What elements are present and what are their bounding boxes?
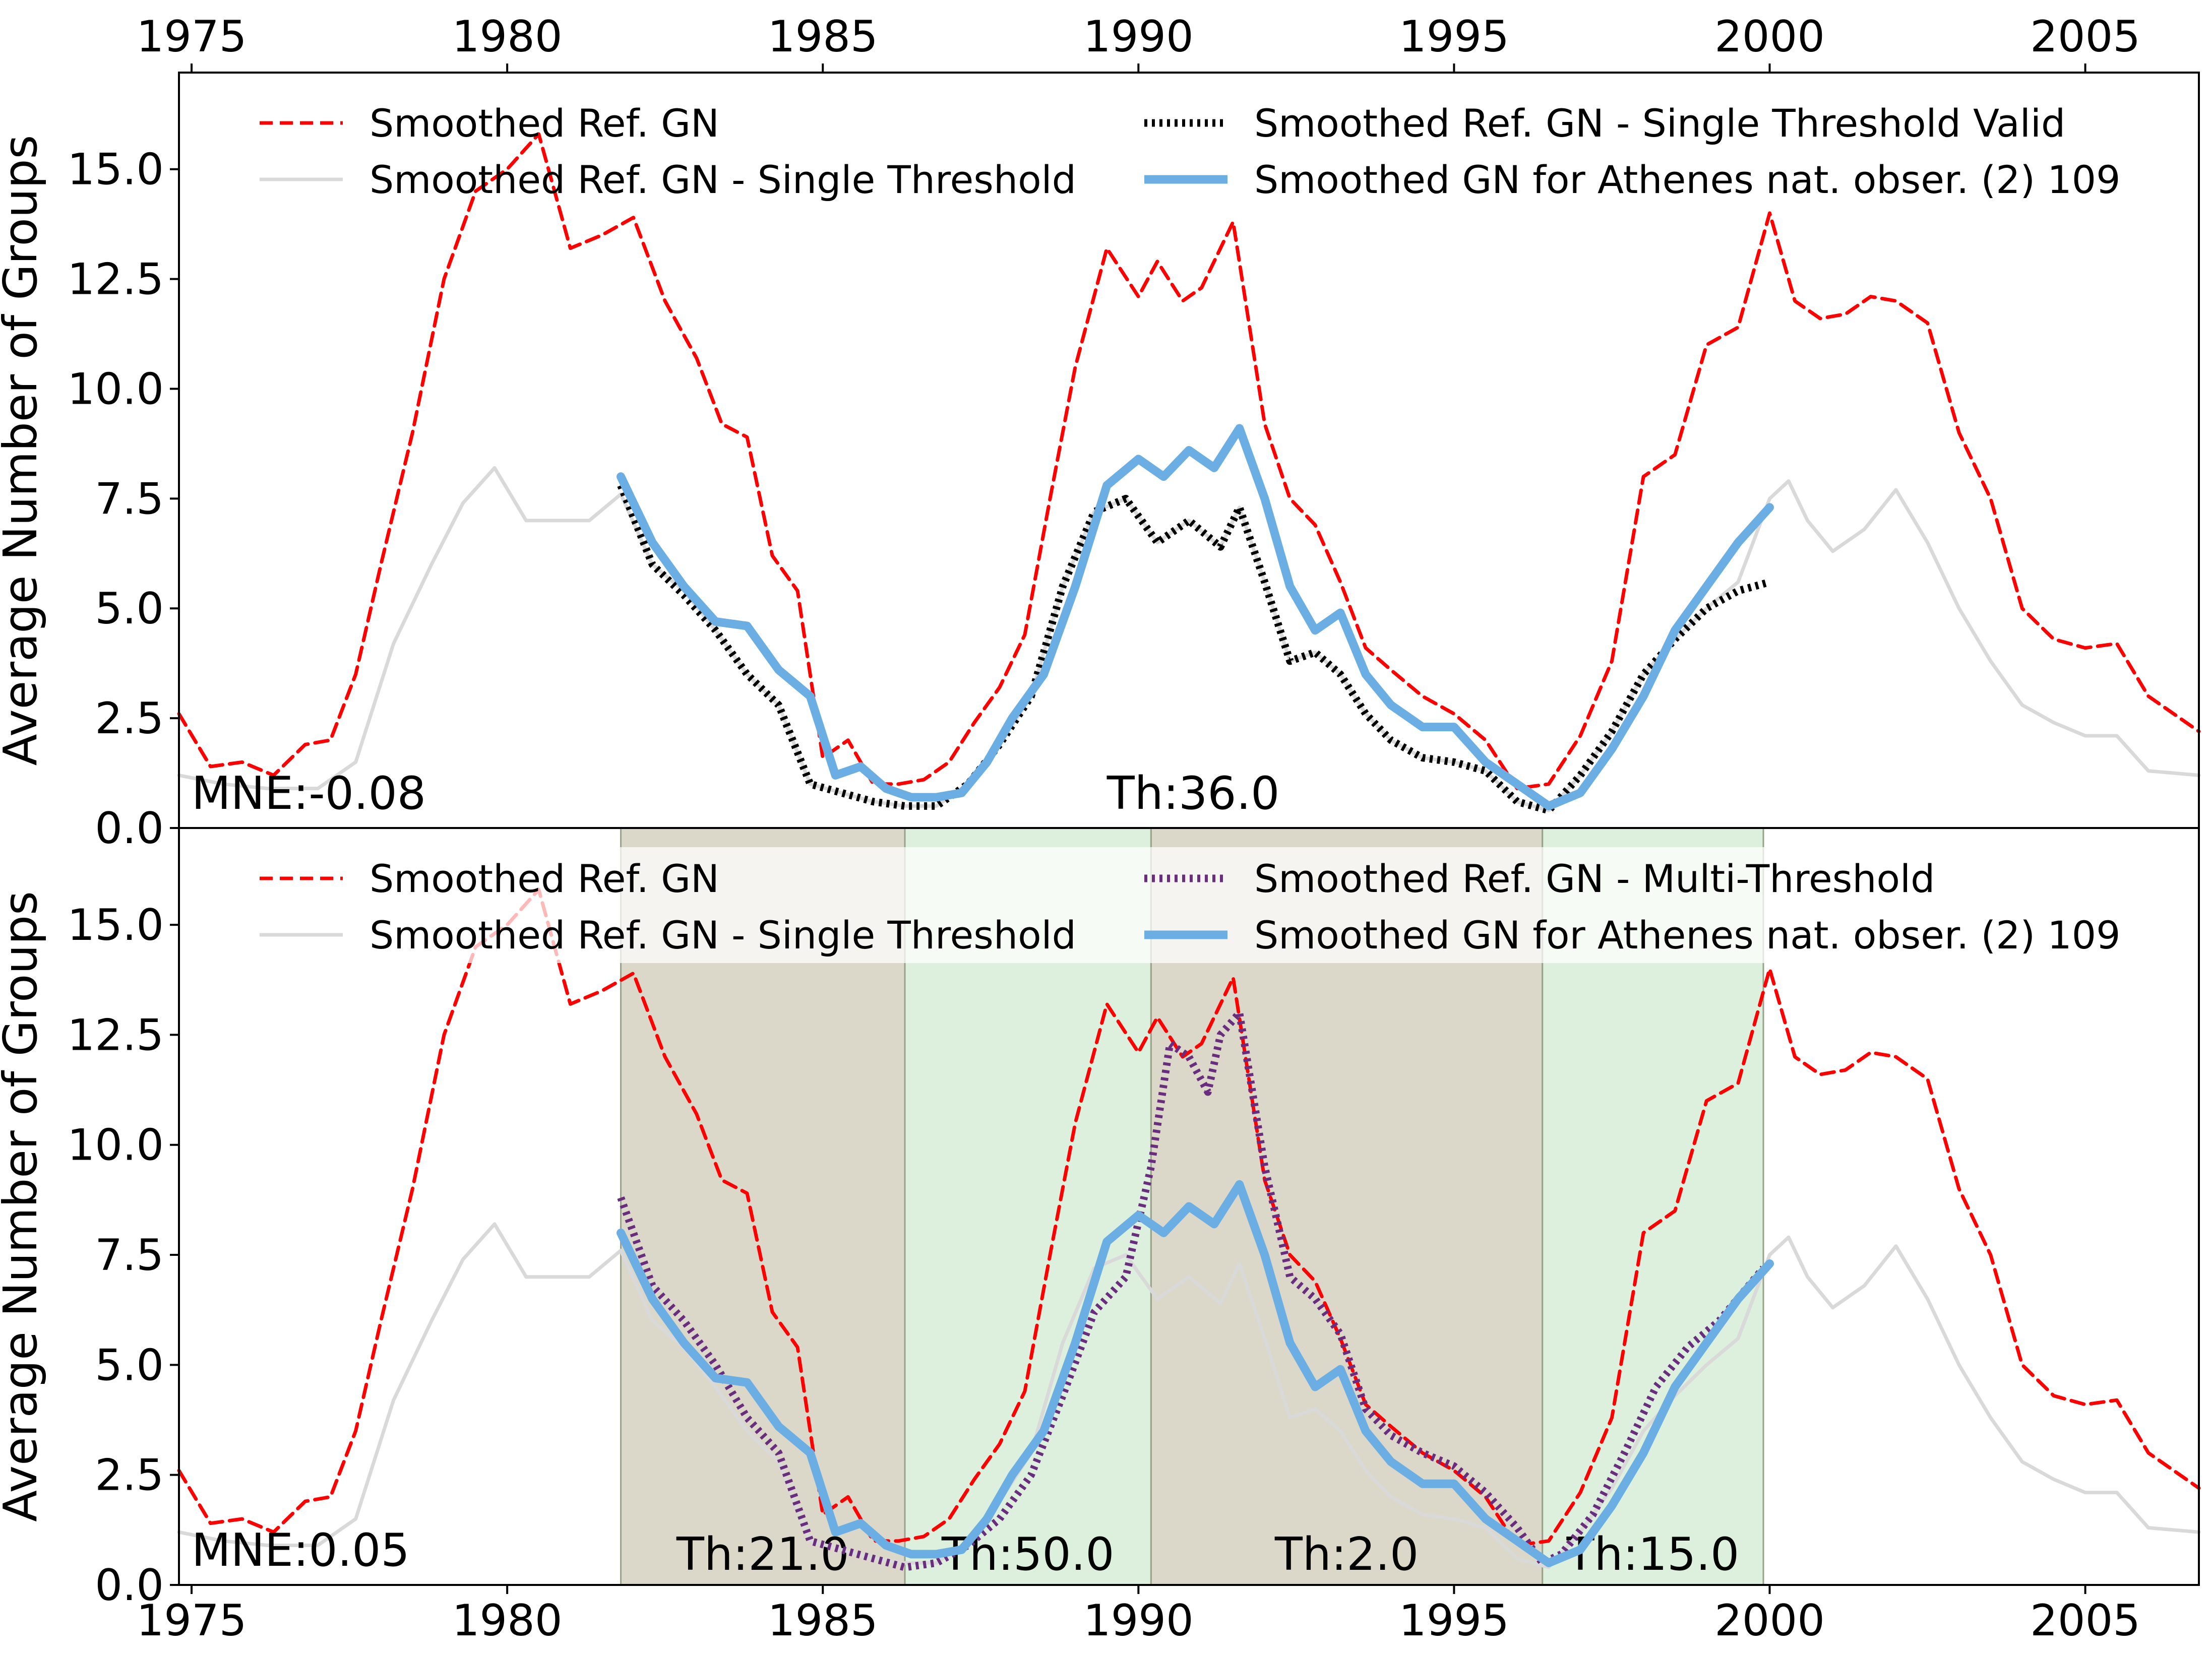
top-legend-label-3: Smoothed GN for Athenes nat. obser. (2) … (1254, 157, 2120, 202)
bottom-y-axis-label: Average Number of Groups (0, 891, 47, 1522)
bottom-annotation-0: MNE:0.05 (192, 1524, 410, 1577)
top-series-smoothed-gn-for-athenes-nat-obser-2-109 (617, 424, 1774, 810)
top-legend-label-2: Smoothed Ref. GN - Single Threshold (370, 157, 1076, 202)
bottom-series-smoothed-ref-gn-single-threshold (177, 1222, 2201, 1569)
top-legend: Smoothed Ref. GN Smoothed Ref. GN - Singl… (260, 101, 2120, 202)
top-y-tick-label-4: 10.0 (68, 364, 164, 414)
top-axis-ticks: 0.0 2.5 5.0 7.5 10.0 12.5 15.0 1975 1980 1985 1990… (68, 12, 2141, 854)
top-y-tick-label-1: 2.5 (95, 693, 164, 744)
bottom-legend-label-1: Smoothed Ref. GN - Multi-Threshold (1254, 856, 1935, 901)
bottom-legend-label-0: Smoothed Ref. GN (370, 856, 719, 901)
top-y-tick-label-3: 7.5 (95, 474, 164, 524)
bottom-y-tick-label-1: 2.5 (95, 1450, 164, 1501)
top-y-tick-label-0: 0.0 (95, 803, 164, 854)
top-x-tick-label-0: 1975 (137, 12, 247, 62)
bottom-legend-background (237, 847, 2142, 963)
top-y-axis-label: Average Number of Groups (0, 135, 47, 766)
bottom-y-tick-label-3: 7.5 (95, 1230, 164, 1281)
bottom-y-tick-label-4: 10.0 (68, 1120, 164, 1171)
top-legend-label-1: Smoothed Ref. GN - Single Threshold Vali… (1254, 101, 2065, 146)
top-series-smoothed-ref-gn-single-threshold (177, 466, 2201, 812)
top-x-tick-label-6: 2005 (2030, 12, 2140, 62)
top-y-tick-label-2: 5.0 (95, 584, 164, 634)
top-legend-label-0: Smoothed Ref. GN (370, 101, 719, 146)
bottom-legend-label-3: Smoothed GN for Athenes nat. obser. (2) … (1254, 913, 2120, 958)
bottom-x-tick-label-0: 1975 (137, 1596, 247, 1646)
top-x-tick-label-2: 1985 (768, 12, 878, 62)
top-y-tick-label-6: 15.0 (68, 145, 164, 195)
bottom-threshold-label-1: Th:50.0 (941, 1528, 1115, 1581)
bottom-y-tick-label-6: 15.0 (68, 900, 164, 950)
top-x-tick-label-4: 1995 (1399, 12, 1509, 62)
bottom-panel: Th:21.0 Th:50.0 Th:2.0 Th:15.0 0.0 2.5 5.0 7.5… (0, 827, 2201, 1646)
bottom-x-tick-label-5: 2000 (1714, 1596, 1825, 1646)
bottom-x-tick-label-1: 1980 (452, 1596, 563, 1646)
top-annotation-0: MNE:-0.08 (192, 767, 426, 820)
bottom-x-tick-label-2: 1985 (768, 1596, 878, 1646)
bottom-legend: Smoothed Ref. GN Smoothed Ref. GN - Multi… (237, 847, 2142, 963)
top-panel: 0.0 2.5 5.0 7.5 10.0 12.5 15.0 1975 1980 1985 1990… (0, 12, 2201, 854)
top-series-lines (177, 132, 2201, 814)
bottom-legend-label-2: Smoothed Ref. GN - Single Threshold (370, 913, 1076, 958)
top-x-tick-label-5: 2000 (1714, 12, 1825, 62)
bottom-plot-frame (178, 827, 2200, 1586)
bottom-series-smoothed-ref-gn-multi-threshold (617, 1009, 1766, 1571)
bottom-threshold-label-3: Th:15.0 (1566, 1528, 1739, 1581)
top-x-tick-label-3: 1990 (1083, 12, 1194, 62)
top-series-smoothed-ref-gn-single-threshold-valid (617, 484, 1771, 814)
bottom-y-tick-label-0: 0.0 (95, 1560, 164, 1611)
bottom-y-tick-label-5: 12.5 (68, 1010, 164, 1060)
bottom-x-tick-label-3: 1990 (1083, 1596, 1194, 1646)
top-annotation-1: Th:36.0 (1107, 767, 1280, 820)
bottom-threshold-label-0: Th:21.0 (676, 1528, 849, 1581)
bottom-y-tick-label-2: 5.0 (95, 1340, 164, 1390)
top-y-tick-label-5: 12.5 (68, 254, 164, 305)
bottom-series-smoothed-gn-for-athenes-nat-obser-2-109 (617, 1180, 1774, 1567)
top-x-tick-label-1: 1980 (452, 12, 563, 62)
bottom-threshold-label-2: Th:2.0 (1274, 1528, 1419, 1581)
top-series-smoothed-ref-gn (177, 132, 2201, 791)
bottom-x-tick-label-6: 2005 (2030, 1596, 2140, 1646)
top-annotations: MNE:-0.08 Th:36.0 (192, 767, 1279, 820)
bottom-annotations: MNE:0.05 (192, 1524, 410, 1577)
bottom-axis-ticks: 0.0 2.5 5.0 7.5 10.0 12.5 15.0 1975 1980 1985 1990… (68, 900, 2141, 1646)
bottom-x-tick-label-4: 1995 (1399, 1596, 1509, 1646)
